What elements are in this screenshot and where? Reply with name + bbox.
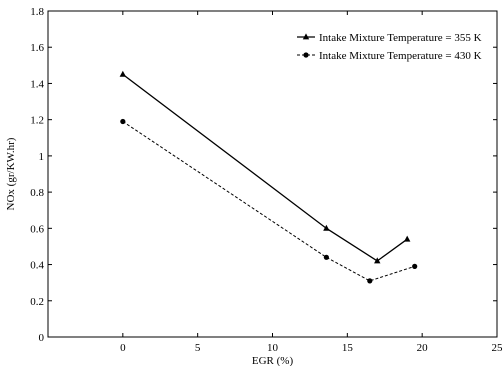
legend-label-355k: Intake Mixture Temperature = 355 K: [319, 32, 482, 44]
x-tick-label: 20: [417, 342, 429, 354]
y-tick-label: 0.4: [30, 260, 44, 272]
y-axis-ticks: 0 0.2 0.4 0.6 0.8 1 1.2 1.4 1.6 1.8: [30, 6, 497, 344]
x-tick-label: 15: [342, 342, 354, 354]
y-tick-label: 1.4: [30, 78, 44, 90]
legend-item-430k: Intake Mixture Temperature = 430 K: [297, 50, 482, 62]
x-tick-label: 0: [120, 342, 126, 354]
legend-marker-circle: [303, 52, 309, 58]
data-point-circle: [120, 118, 126, 125]
y-tick-label: 1.6: [30, 42, 44, 54]
legend-marker: [303, 52, 309, 58]
y-tick-label: 0.6: [30, 223, 44, 235]
data-point-circle: [367, 278, 373, 284]
series-layer: [119, 70, 418, 284]
x-tick-label: 5: [195, 342, 201, 354]
y-tick-label: 0: [39, 332, 45, 344]
legend-marker-triangle: [302, 33, 310, 40]
y-tick-label: 1: [39, 151, 45, 163]
x-axis-ticks: 0 5 10 15 20 25: [120, 11, 503, 354]
data-point-triangle: [323, 224, 330, 231]
data-point-triangle: [374, 257, 381, 264]
series-line-1: [122, 121, 415, 282]
y-tick-label: 1.2: [30, 115, 44, 127]
legend: Intake Mixture Temperature = 355 K Intak…: [293, 27, 489, 65]
y-tick-label: 1.8: [30, 6, 44, 18]
x-tick-label: 10: [267, 342, 279, 354]
data-point-triangle: [119, 70, 127, 77]
y-axis-label: NOx (gr/KW.hr): [5, 137, 17, 210]
legend-label-430k: Intake Mixture Temperature = 430 K: [319, 50, 482, 62]
y-tick-label: 0.8: [30, 187, 44, 199]
legend-box: [293, 27, 489, 65]
x-tick-label: 25: [492, 342, 504, 354]
x-axis-label: EGR (%): [252, 355, 294, 366]
data-point-circle: [323, 254, 329, 260]
legend-marker: [302, 33, 310, 40]
y-tick-label: 0.2: [30, 296, 44, 308]
legend-item-355k: Intake Mixture Temperature = 355 K: [297, 32, 482, 44]
series-line-0: [122, 73, 408, 262]
data-point-triangle: [404, 235, 411, 242]
data-point-circle: [412, 263, 418, 269]
